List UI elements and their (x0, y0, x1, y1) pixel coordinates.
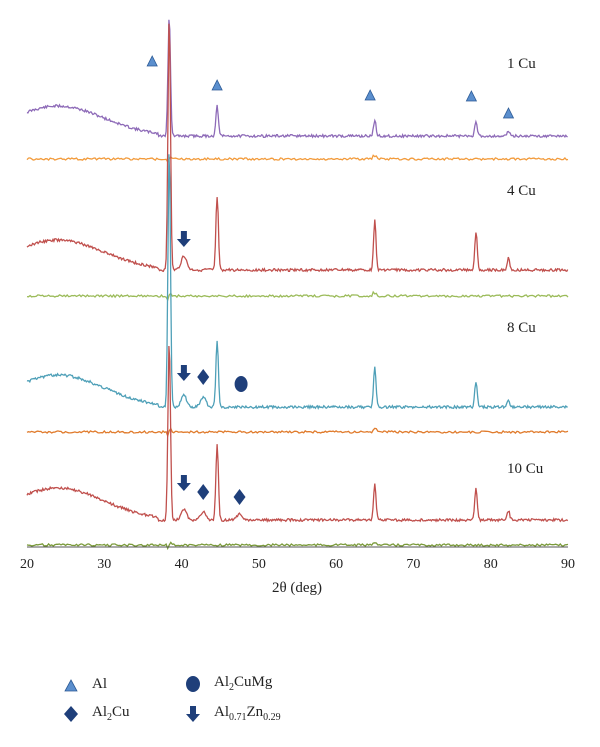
sample-label: 4 Cu (507, 183, 536, 199)
sample-label: 1 Cu (507, 56, 536, 72)
x-axis-ticks: 20 30 40 50 60 70 80 90 (20, 557, 575, 572)
pattern-line (26, 154, 568, 410)
x-tick-label: 30 (97, 557, 111, 572)
sample-labels-layer: 1 Cu 4 Cu 8 Cu 10 Cu (507, 56, 544, 477)
x-tick-label: 40 (175, 557, 189, 572)
alzn-arrow-marker (176, 365, 191, 381)
alzn-arrow-marker (176, 475, 191, 491)
pattern-line (26, 23, 569, 273)
alzn-arrow-marker (176, 231, 191, 247)
x-tick-label: 90 (561, 557, 575, 572)
al-triangle-marker (502, 107, 515, 119)
sample-label: 10 Cu (507, 461, 544, 477)
x-tick-label: 50 (252, 557, 266, 572)
difference-line (26, 290, 569, 302)
traces-layer (26, 19, 569, 551)
pattern-line (26, 19, 568, 139)
x-tick-label: 60 (329, 557, 343, 572)
phase-markers-layer (146, 55, 515, 505)
difference-line (26, 427, 569, 439)
x-tick-label: 20 (20, 557, 34, 572)
difference-line (26, 154, 569, 164)
al-triangle-marker (146, 55, 158, 67)
sample-label: 8 Cu (507, 320, 536, 336)
difference-line (26, 541, 569, 551)
al2cu-diamond-marker (197, 369, 210, 385)
al2cumg-circle-marker (234, 376, 248, 392)
x-tick-label: 80 (484, 557, 498, 572)
al-triangle-marker (364, 89, 376, 101)
al-triangle-marker (465, 90, 478, 102)
al-triangle-marker (211, 79, 223, 91)
x-axis-label: 2θ (deg) (272, 580, 322, 596)
x-tick-label: 70 (406, 557, 420, 572)
al2cu-diamond-marker (197, 484, 210, 500)
pattern-line (26, 345, 569, 523)
al2cu-diamond-marker (233, 489, 246, 505)
